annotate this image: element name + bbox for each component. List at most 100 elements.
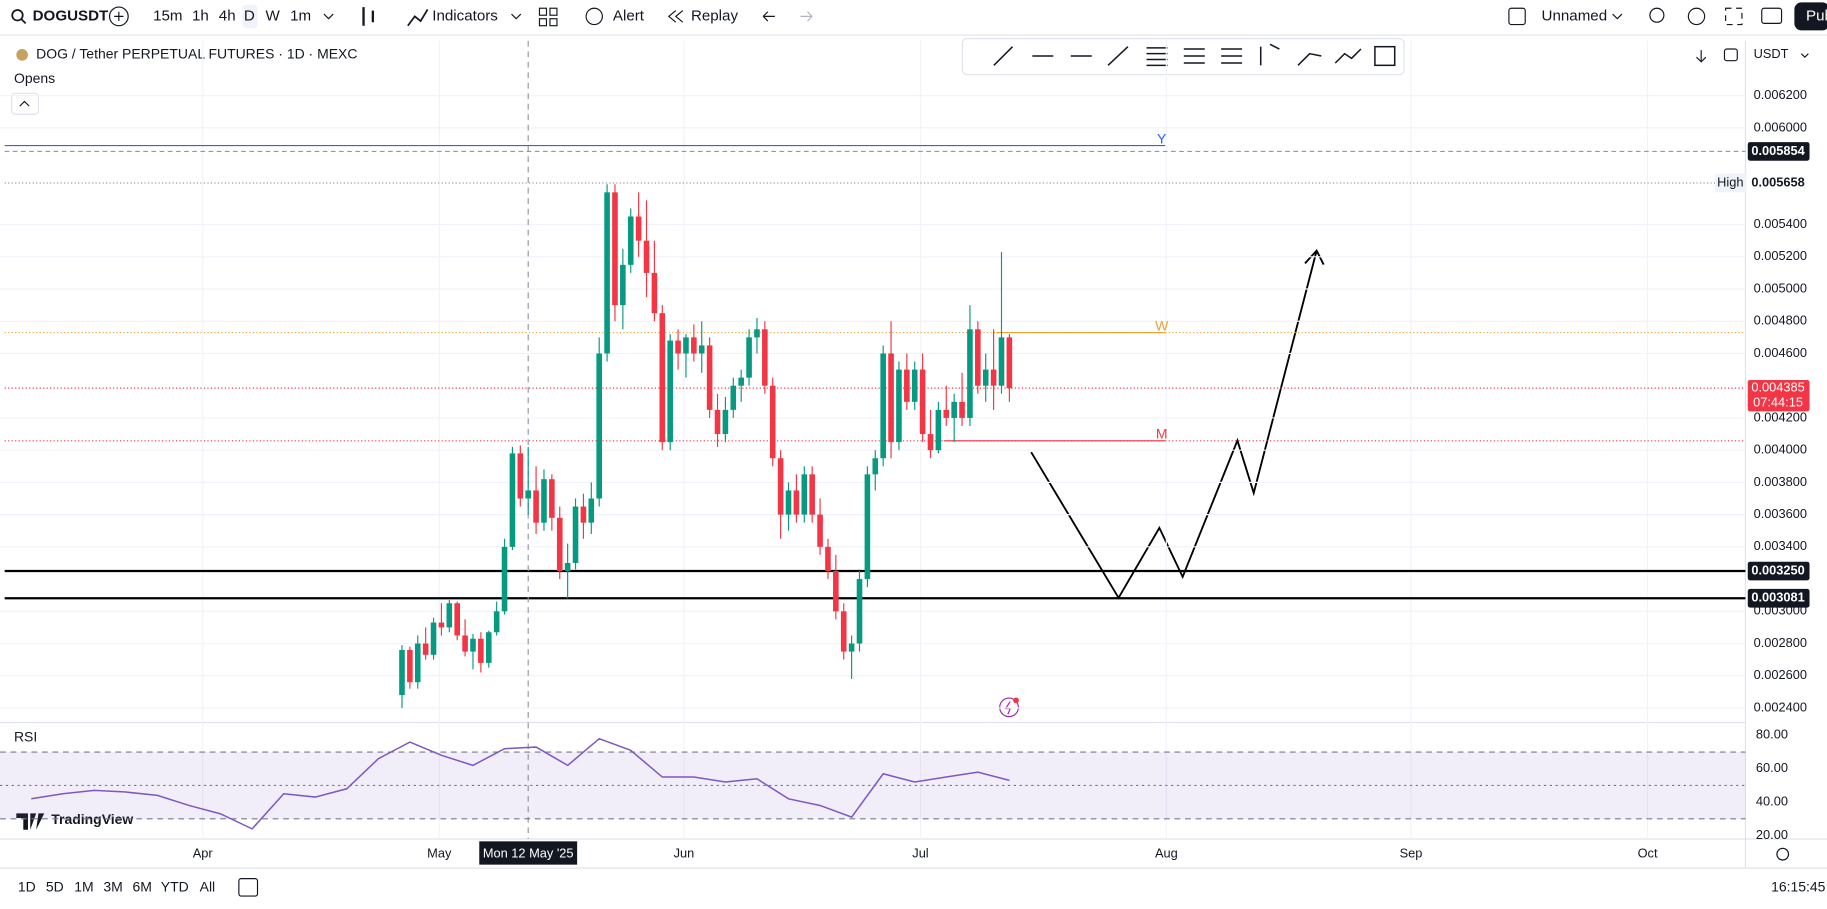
candle-body (414, 643, 421, 683)
fullscreen[interactable] (1725, 7, 1743, 26)
interval[interactable]: 1m (290, 7, 311, 24)
candle-body (470, 638, 476, 652)
rsi-band (0, 752, 1746, 819)
candle-body (407, 649, 413, 683)
collapse-button[interactable] (11, 92, 40, 115)
candle-body (982, 369, 989, 386)
redo[interactable] (800, 11, 813, 22)
candle-body (706, 345, 713, 410)
chevron[interactable] (1800, 53, 1809, 58)
candle-body (643, 240, 650, 273)
snapshot[interactable] (1761, 7, 1783, 24)
axis-settings[interactable] (1776, 847, 1790, 861)
compare-button[interactable] (108, 6, 129, 27)
clock[interactable]: 16:15:45 UTC (1771, 879, 1827, 895)
x-tick-label: Jul (912, 846, 928, 861)
candle-body (430, 622, 437, 655)
candle-body (564, 562, 571, 572)
candle-body (509, 453, 516, 547)
range-button[interactable]: 3M (103, 879, 122, 895)
last-price-label: 0.004385 (1751, 380, 1804, 395)
candle-body (769, 385, 776, 459)
chevron[interactable] (511, 13, 522, 20)
candle-body (635, 216, 642, 241)
candle-body (612, 192, 618, 306)
replay-button[interactable]: Replay (691, 7, 739, 24)
alert-button[interactable]: Alert (613, 7, 645, 24)
candle-body (691, 337, 697, 354)
chevron[interactable] (323, 13, 334, 20)
range-button[interactable]: 1M (74, 879, 93, 895)
candle-body (525, 490, 531, 499)
candle-body (777, 458, 784, 515)
range-button[interactable]: 6M (132, 879, 151, 895)
range-button[interactable]: All (200, 879, 216, 895)
candle-body (604, 192, 610, 354)
x-tick-label: May (427, 846, 452, 861)
collapse-icon (19, 100, 30, 107)
interval[interactable]: 15m (153, 7, 182, 24)
candle-body (951, 401, 957, 418)
auto-scale[interactable] (1723, 48, 1738, 62)
y-tick-label: 0.003400 (1754, 538, 1807, 553)
candle-body (675, 340, 681, 354)
x-tick-label: Oct (1638, 846, 1658, 861)
y-tick-label: 0.002800 (1754, 635, 1807, 650)
candle-body (998, 337, 1005, 386)
indicators-button[interactable]: Indicators (432, 7, 498, 24)
chevron[interactable] (1612, 13, 1623, 20)
countdown: 07:44:15 (1753, 395, 1803, 410)
candle-body (446, 603, 453, 628)
interval[interactable]: D (244, 7, 255, 24)
range-button[interactable]: 1D (18, 879, 36, 895)
symbol-logo (16, 49, 28, 61)
rsi-line (31, 737, 1010, 830)
layout-name[interactable]: Unnamed (1542, 7, 1608, 24)
y-tick-label: 0.004600 (1754, 345, 1807, 360)
candle-body (833, 571, 839, 612)
quick-search[interactable] (1649, 7, 1665, 23)
undo[interactable] (762, 11, 775, 22)
search-icon[interactable] (11, 9, 24, 22)
publish-button[interactable]: Pub (1806, 7, 1827, 24)
candle-body (462, 635, 468, 652)
interval[interactable]: 4h (219, 7, 236, 24)
price-label: 0.003081 (1751, 590, 1804, 605)
crosshair-label: Mon 12 May '25 (483, 846, 574, 861)
interval[interactable]: 1h (192, 7, 209, 24)
candle-body (975, 329, 981, 386)
layouts-icon[interactable] (538, 7, 558, 27)
y-tick-label: 0.006200 (1754, 87, 1807, 102)
candle-body (698, 345, 705, 354)
candle-body (919, 369, 926, 435)
scale-toggle[interactable] (1696, 50, 1707, 63)
y-tick-label: 0.002600 (1754, 667, 1807, 682)
drawing-tools[interactable] (993, 43, 1396, 67)
range-button[interactable]: YTD (161, 879, 189, 895)
candle-body (620, 264, 626, 306)
candle-body (809, 474, 815, 515)
interval[interactable]: W (266, 7, 281, 24)
interval-active (242, 4, 258, 29)
candle-body (1006, 337, 1013, 389)
layout-checkbox[interactable] (1508, 7, 1526, 26)
y-tick-label: 0.005000 (1754, 280, 1807, 295)
candle-body (596, 353, 602, 499)
currency[interactable]: USDT (1754, 46, 1789, 61)
replay-icon (667, 10, 684, 23)
rsi-tick-label: 60.00 (1756, 760, 1788, 775)
y-tick-label: 0.002400 (1754, 699, 1807, 714)
candle-body (730, 385, 737, 410)
symbol[interactable]: DOGUSDT (33, 7, 109, 24)
candle-body (746, 337, 752, 378)
candle-body (549, 479, 555, 518)
settings[interactable] (1687, 7, 1706, 26)
range-button[interactable]: 5D (46, 879, 64, 895)
price-label: 0.005658 (1751, 174, 1804, 189)
chart-type-icon[interactable] (362, 7, 375, 26)
indicators-icon (407, 8, 429, 27)
date-range-icon[interactable] (238, 878, 259, 897)
y-tick-label: 0.004000 (1754, 442, 1807, 457)
y-tick-label: 0.005200 (1754, 248, 1807, 263)
candle-body (533, 490, 539, 523)
